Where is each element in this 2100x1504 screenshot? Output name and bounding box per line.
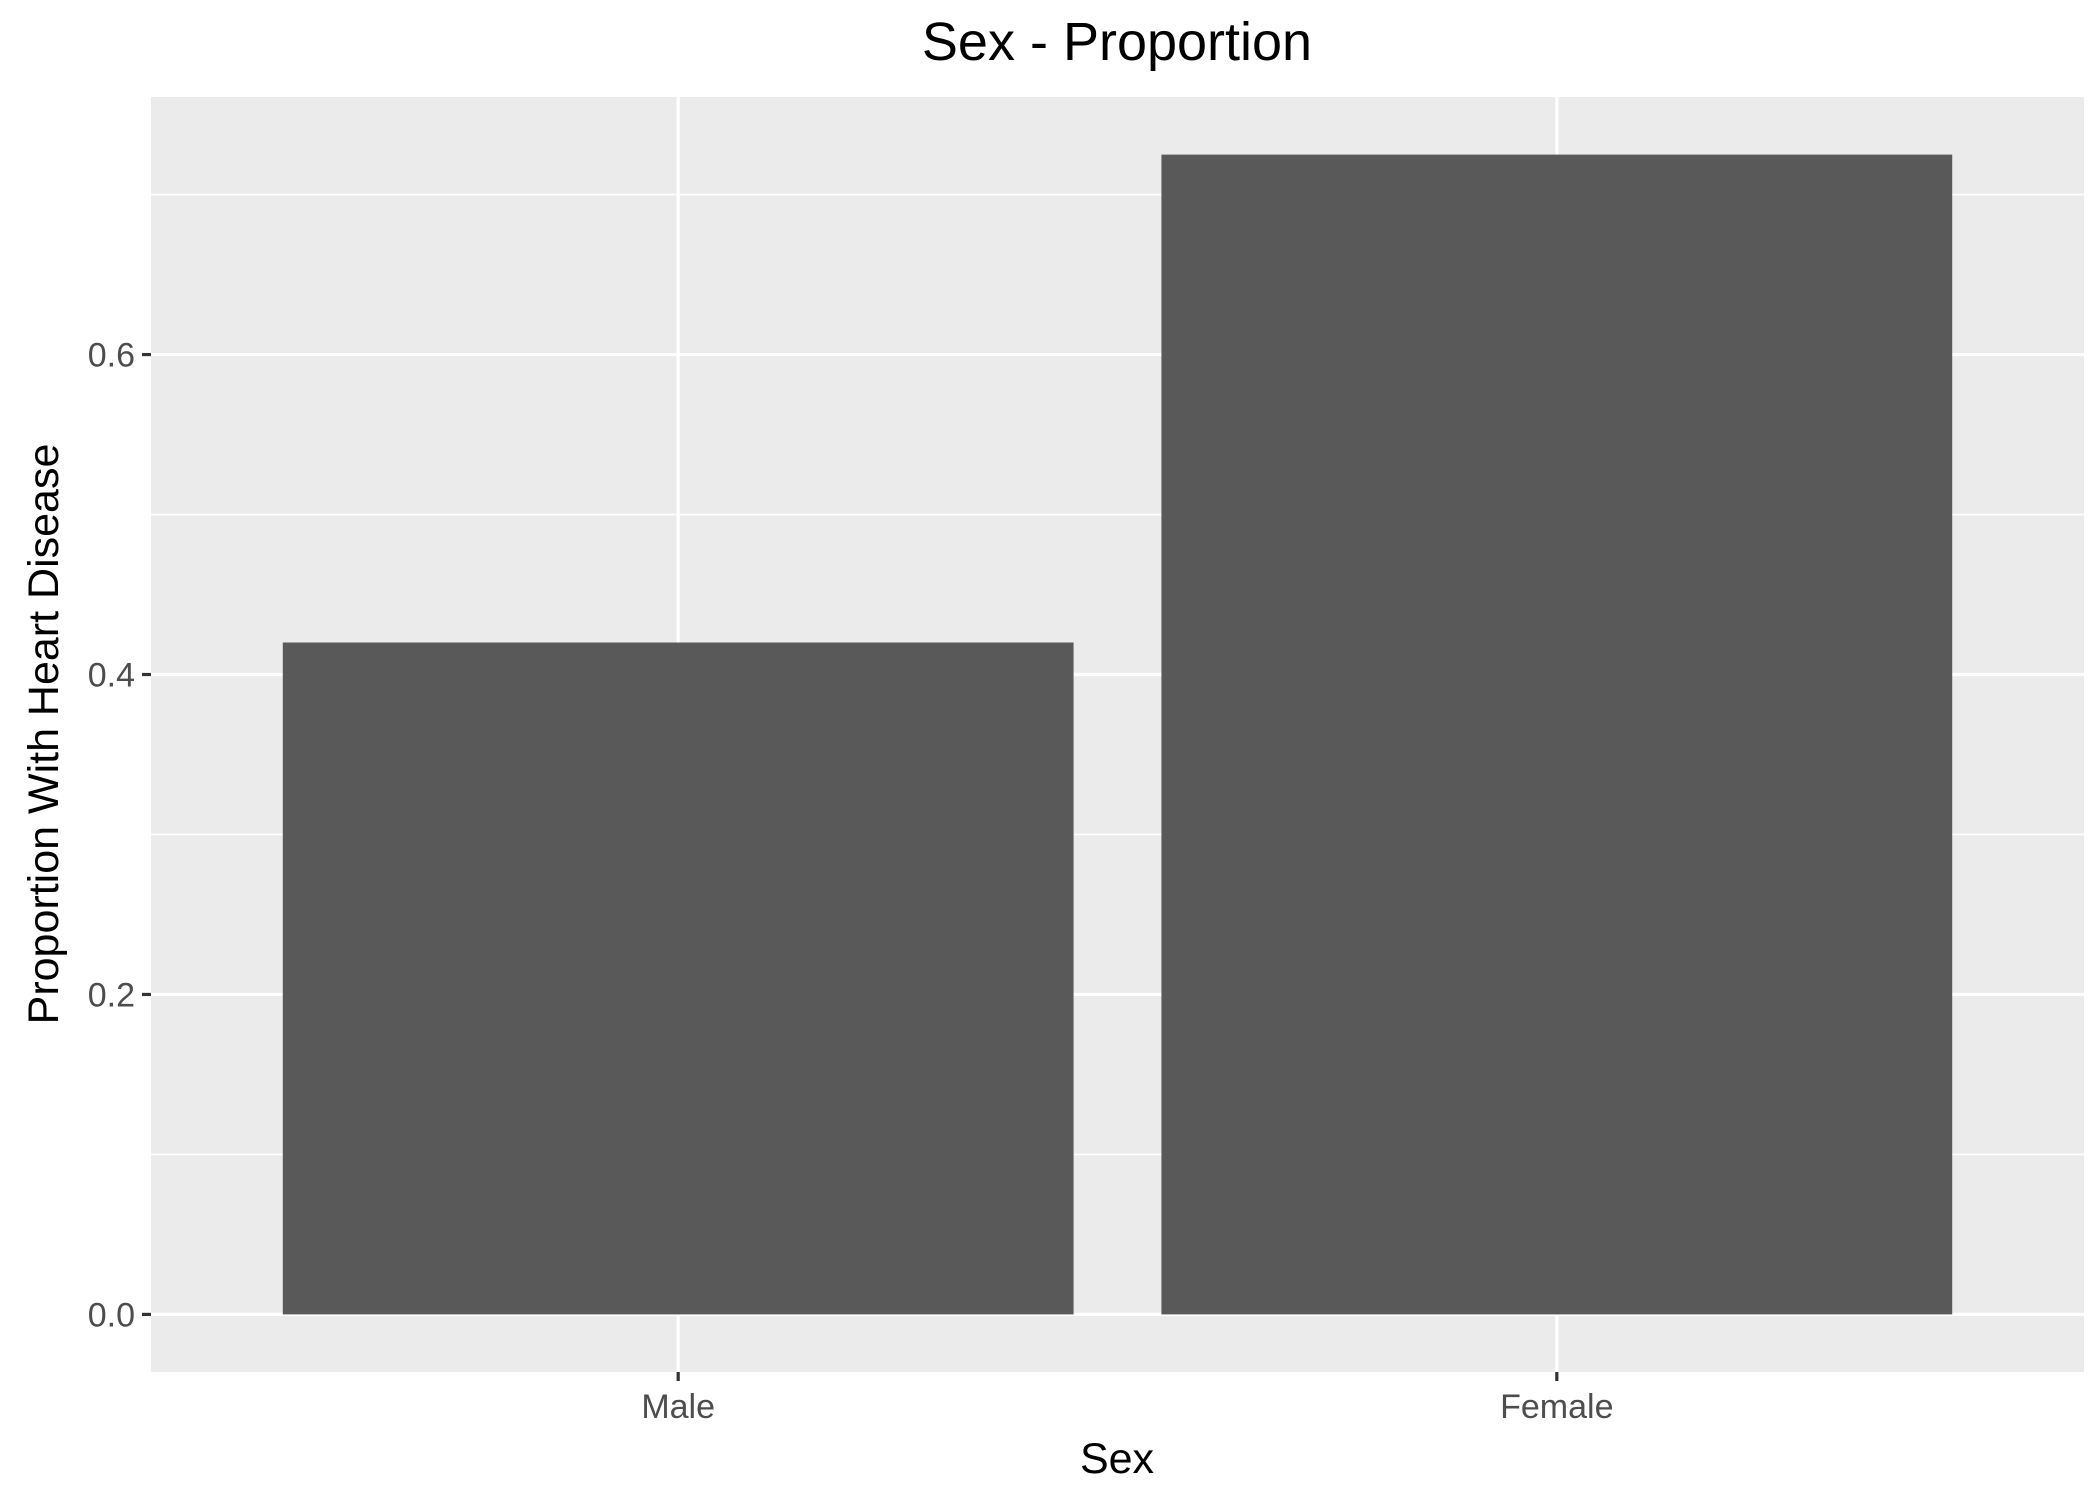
x-tick-label: Male — [641, 1388, 715, 1426]
y-tick-label: 0.4 — [88, 657, 135, 695]
bar-male — [282, 642, 1074, 1315]
axis-ticks: 0.0 0.2 0.4 0.6 Male Female — [88, 337, 1614, 1426]
bar-female — [1161, 154, 1953, 1315]
y-axis-title: Proportion With Heart Disease — [20, 444, 68, 1025]
bars — [282, 154, 1953, 1315]
y-tick-label: 0.2 — [88, 976, 135, 1014]
y-tick-label: 0.0 — [88, 1296, 135, 1334]
x-tick-label: Female — [1500, 1388, 1613, 1426]
x-axis-title: Sex — [1080, 1435, 1155, 1483]
chart-title: Sex - Proportion — [922, 12, 1312, 72]
y-tick-label: 0.6 — [88, 337, 135, 375]
